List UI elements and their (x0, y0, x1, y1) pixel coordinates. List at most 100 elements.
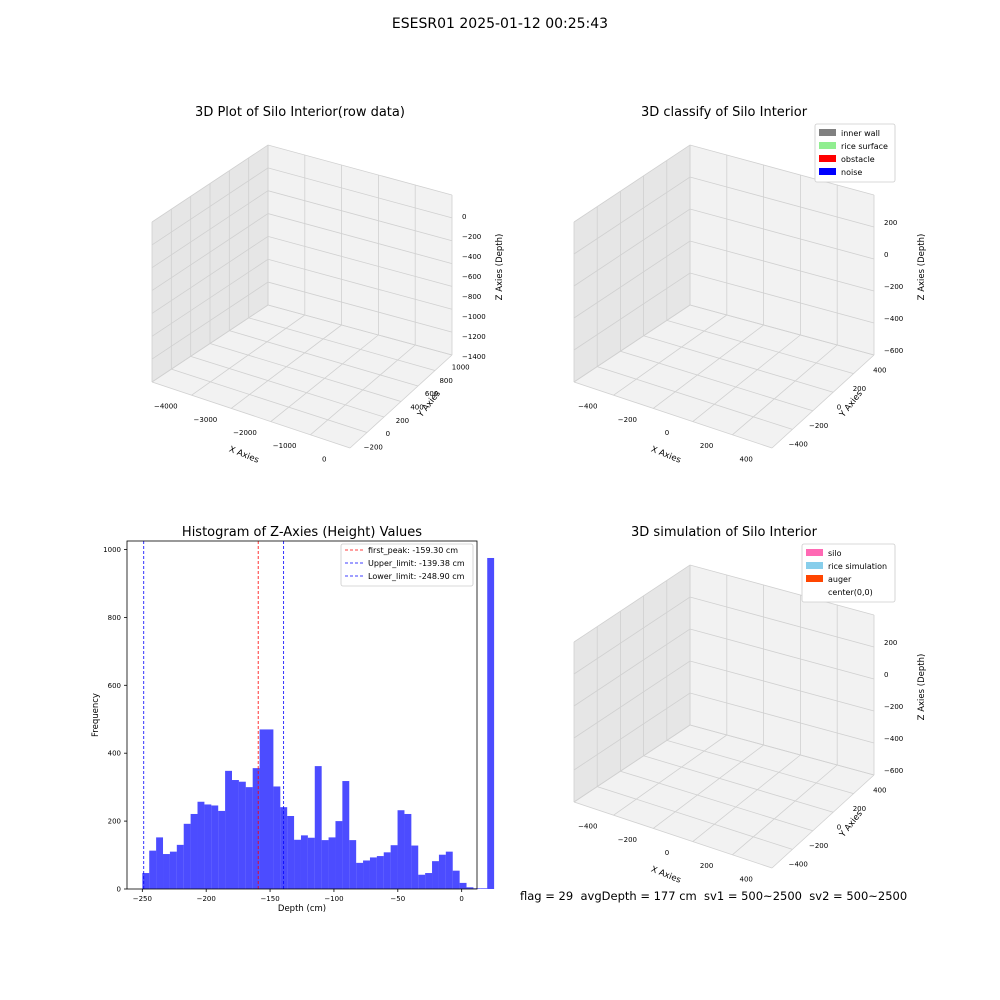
grid-line (597, 366, 793, 430)
left-wall-pane (574, 565, 690, 802)
y-tick-label: 400 (410, 404, 423, 412)
y-axis-label: Y Axies (837, 809, 865, 841)
z-axis-label: Z Axies (Depth) (495, 234, 505, 301)
grid-line (771, 774, 875, 869)
histogram-bar (445, 851, 453, 889)
legend-frame (340, 543, 474, 587)
x-tick-label: −4000 (154, 403, 178, 411)
histogram-bar (204, 804, 212, 889)
grid-line (666, 740, 854, 794)
plot-frame (126, 540, 478, 890)
grid-line (573, 724, 875, 803)
x-tick-label: 0 (322, 455, 326, 463)
y-tick-label: −400 (789, 441, 808, 449)
histogram-bar (156, 837, 164, 889)
y-tick-label: 0 (837, 404, 841, 412)
grid-line (151, 213, 453, 291)
x-tick-label: −1000 (273, 442, 297, 450)
histogram-bar (252, 768, 260, 889)
grid-line (229, 330, 419, 387)
z-tick-label: −200 (884, 703, 903, 711)
z-tick-label: −200 (884, 283, 903, 291)
histogram-bar (369, 857, 377, 889)
axes-box-2: −400 −200 0 200 400 −400 −200 0 200 400 −600 −400 −2… (573, 144, 927, 466)
grid-line (573, 176, 875, 255)
grid-line (573, 208, 875, 287)
chart-title: 3D classify of Silo Interior (641, 105, 808, 120)
x-tick-label: −50 (390, 895, 405, 903)
histogram-bar (245, 787, 253, 889)
floor-pane (574, 725, 874, 868)
histogram-bar (425, 873, 433, 889)
z-tick-label: −800 (462, 293, 481, 301)
grid-line (666, 320, 854, 374)
grid-line (613, 734, 728, 816)
grid-line (573, 692, 875, 771)
x-tick-label: 0 (665, 849, 669, 857)
histogram-bar (466, 887, 474, 889)
grid-line (151, 235, 453, 314)
grid-line (573, 272, 875, 351)
axes-box-1: −4000−3000−2000−10000−200020040060080010… (151, 144, 505, 466)
z-tick-label: −600 (884, 347, 903, 355)
grid-line (597, 786, 793, 850)
histogram-bar (390, 845, 398, 889)
x-tick-label: 200 (700, 442, 713, 450)
histogram-bar (383, 852, 391, 889)
z-tick-label: 200 (884, 219, 897, 227)
x-axis-label: X Axies (227, 445, 260, 466)
axes-box-4: −400 −200 0 200 400 −400 −200 0 200 400 −600 −400 −2… (573, 564, 927, 886)
histogram-bar (232, 780, 239, 889)
floor-pane (574, 305, 874, 448)
x-axis-label: X Axies (649, 865, 682, 886)
histogram-bar (438, 854, 446, 889)
back-wall-pane (268, 145, 452, 355)
legend-swatch (806, 549, 823, 556)
histogram-bar (266, 729, 274, 889)
grid-line (620, 350, 813, 412)
y-tick-label: 400 (873, 366, 886, 374)
legend-label: first_peak: -159.30 cm (368, 546, 458, 555)
histogram-bar (225, 770, 232, 889)
grid-line (732, 764, 838, 856)
x-tick-label: 0 (665, 429, 669, 437)
histogram-bar (183, 823, 191, 889)
legend-label: Upper_limit: -139.38 cm (368, 559, 465, 568)
histogram-bar (487, 557, 495, 889)
histogram-bar (480, 888, 488, 889)
x-tick-label: −250 (133, 895, 152, 903)
x-tick-label: −2000 (233, 429, 257, 437)
histogram-bar (190, 813, 198, 889)
x-tick-label: 400 (740, 455, 753, 463)
grid-line (652, 324, 764, 409)
y-tick-label: 1000 (103, 546, 121, 554)
legend-swatch (819, 168, 836, 175)
grid-line (151, 144, 453, 223)
legend-label: noise (841, 168, 862, 177)
grid-line (573, 801, 773, 869)
floor-pane (152, 305, 452, 448)
legend-4: silo rice simulation auger center(0,0) (801, 543, 896, 603)
grid-line (573, 304, 875, 383)
grid-line (151, 190, 453, 269)
legend-2: inner wall rice surface obstacle noise (814, 123, 896, 183)
legend-frame (801, 543, 896, 603)
histogram-bar (176, 844, 184, 889)
histogram-bar (404, 813, 412, 889)
y-tick-label: 800 (108, 614, 121, 622)
histogram-bar (169, 851, 177, 889)
x-axis-label: X Axies (649, 445, 682, 466)
grid-line (573, 596, 875, 675)
info-line: flag = 29 avgDepth = 177 cm sv1 = 500~25… (520, 889, 908, 903)
grid-line (620, 770, 813, 832)
left-wall-pane (574, 145, 690, 382)
grid-line (643, 755, 834, 813)
grid-line (643, 335, 834, 393)
histogram-bar (321, 840, 329, 889)
z-tick-label: −1400 (462, 353, 486, 361)
legend-swatch (806, 562, 823, 569)
histogram-bar (452, 870, 460, 889)
z-axis-label: Z Axies (Depth) (917, 234, 927, 301)
y-tick-label: −200 (809, 842, 828, 850)
